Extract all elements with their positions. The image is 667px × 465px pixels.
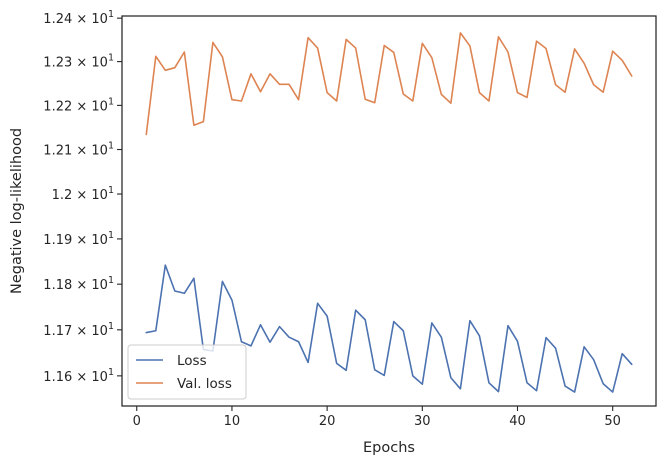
y-tick-mantissa: 1.16 xyxy=(43,370,72,385)
y-tick-multiplier: × 10 xyxy=(72,99,108,114)
series-line-loss xyxy=(145,264,633,393)
x-tick-label: 30 xyxy=(414,414,431,429)
series-lines xyxy=(145,32,633,393)
y-tick-label: 1.16 × 101 xyxy=(43,367,114,385)
y-tick-label: 1.19 × 101 xyxy=(43,230,114,248)
y-tick-exponent: 1 xyxy=(108,9,114,20)
y-tick-mantissa: 1.21 xyxy=(43,144,72,159)
y-tick-label: 1.2 × 101 xyxy=(52,185,114,203)
y-tick-multiplier: × 10 xyxy=(72,233,108,248)
y-tick-mantissa: 1.23 xyxy=(43,56,72,71)
y-tick-multiplier: × 10 xyxy=(72,144,108,159)
y-tick-exponent: 1 xyxy=(108,96,114,107)
x-tick-label: 40 xyxy=(509,414,526,429)
x-tick-label: 20 xyxy=(319,414,336,429)
legend-label-val-loss: Val. loss xyxy=(177,376,232,392)
y-tick-mantissa: 1.24 xyxy=(43,12,72,27)
y-tick-multiplier: × 10 xyxy=(72,56,108,71)
y-tick-mantissa: 1.19 xyxy=(43,233,72,248)
y-tick-mantissa: 1.22 xyxy=(43,99,72,114)
legend: Loss Val. loss xyxy=(127,344,247,400)
y-axis-label: Negative log-likelihood xyxy=(9,128,25,294)
x-tick-label: 50 xyxy=(604,414,621,429)
y-tick-exponent: 1 xyxy=(108,367,114,378)
series-line-val-loss xyxy=(145,32,633,136)
y-tick-multiplier: × 10 xyxy=(72,278,108,293)
x-axis-label: Epochs xyxy=(363,440,415,456)
x-axis: 0 10 20 30 40 50 xyxy=(133,406,621,429)
y-tick-exponent: 1 xyxy=(108,53,114,64)
y-tick-mantissa: 1.17 xyxy=(43,324,72,339)
y-tick-label: 1.22 × 101 xyxy=(43,96,114,114)
y-tick-multiplier: × 10 xyxy=(72,188,108,203)
y-tick-multiplier: × 10 xyxy=(72,324,108,339)
legend-label-loss: Loss xyxy=(177,353,207,369)
y-tick-mantissa: 1.2 xyxy=(52,188,73,203)
x-tick-label: 10 xyxy=(224,414,241,429)
y-tick-exponent: 1 xyxy=(108,185,114,196)
legend-box xyxy=(127,344,247,400)
y-tick-multiplier: × 10 xyxy=(72,370,108,385)
y-tick-label: 1.24 × 101 xyxy=(43,9,114,27)
y-tick-label: 1.23 × 101 xyxy=(43,53,114,71)
y-tick-mantissa: 1.18 xyxy=(43,278,72,293)
y-tick-exponent: 1 xyxy=(108,321,114,332)
y-tick-exponent: 1 xyxy=(108,275,114,286)
y-tick-label: 1.17 × 101 xyxy=(43,321,114,339)
y-tick-exponent: 1 xyxy=(108,141,114,152)
y-tick-multiplier: × 10 xyxy=(72,12,108,27)
x-tick-label: 0 xyxy=(133,414,141,429)
y-tick-label: 1.21 × 101 xyxy=(43,141,114,159)
y-tick-label: 1.18 × 101 xyxy=(43,275,114,293)
y-tick-exponent: 1 xyxy=(108,230,114,241)
